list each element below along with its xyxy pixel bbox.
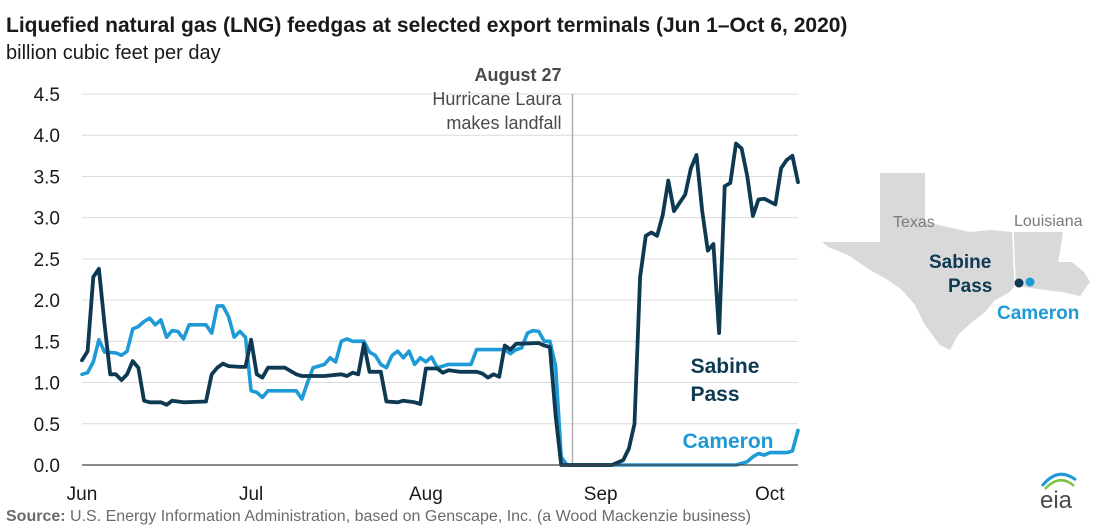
x-tick-label: Aug: [409, 484, 443, 505]
y-tick-label: 4.0: [34, 126, 60, 147]
y-tick-label: 0.5: [34, 415, 60, 436]
gridlines: [82, 93, 798, 425]
y-tick-label: 4.5: [34, 85, 60, 106]
series-lines: [80, 141, 800, 467]
louisiana-shape: [1012, 232, 1090, 296]
texas-louisiana-map: Texas Louisiana Sabine Pass Cameron: [822, 173, 1090, 350]
y-tick-label: 3.5: [34, 167, 60, 188]
hurricane-annotation: August 27 Hurricane Laura makes landfall: [432, 65, 574, 465]
chart-subtitle: billion cubic feet per day: [6, 42, 221, 64]
texas-label: Texas: [893, 214, 935, 231]
texas-shape: [822, 173, 1015, 350]
x-tick-label: Oct: [755, 484, 785, 505]
sabine-pass-label-line1: Sabine: [691, 355, 760, 378]
y-tick-label: 2.0: [34, 291, 60, 312]
map-sabine-label-line2: Pass: [948, 276, 992, 297]
y-tick-label: 2.5: [34, 250, 60, 271]
eia-logo: eia: [1040, 472, 1077, 514]
map-sabine-label-line1: Sabine: [929, 252, 991, 273]
x-tick-label: Sep: [584, 484, 618, 505]
chart-title: Liquefied natural gas (LNG) feedgas at s…: [6, 14, 848, 37]
cameron-series-label: Cameron: [682, 430, 773, 453]
x-tick-label: Jun: [67, 484, 98, 505]
source-prefix: Source:: [6, 508, 66, 525]
y-tick-label: 1.0: [34, 374, 60, 395]
annotation-line2: makes landfall: [446, 113, 561, 133]
state-border: [1012, 231, 1016, 287]
annotation-title: August 27: [474, 65, 561, 85]
sabine-pass-line: [80, 141, 800, 467]
annotation-line1: Hurricane Laura: [432, 89, 562, 109]
source-text: U.S. Energy Information Administration, …: [65, 508, 751, 525]
cameron-marker: [1025, 277, 1035, 287]
source-note: Source: U.S. Energy Information Administ…: [6, 508, 751, 526]
y-tick-label: 1.5: [34, 332, 60, 353]
x-tick-label: Jul: [239, 484, 263, 505]
y-axis-ticks: 0.0 0.5 1.0 1.5 2.0 2.5 3.0 3.5 4.0 4.5: [34, 85, 60, 477]
sabine-pass-label-line2: Pass: [690, 383, 739, 406]
cameron-line: [80, 304, 800, 467]
sabine-pass-marker: [1014, 278, 1024, 288]
map-cameron-label: Cameron: [997, 303, 1079, 324]
y-tick-label: 0.0: [34, 456, 60, 477]
eia-logo-text: eia: [1040, 487, 1073, 514]
y-tick-label: 3.0: [34, 209, 60, 230]
x-axis-ticks: Jun Jul Aug Sep Oct: [67, 484, 786, 505]
louisiana-label: Louisiana: [1014, 213, 1083, 230]
